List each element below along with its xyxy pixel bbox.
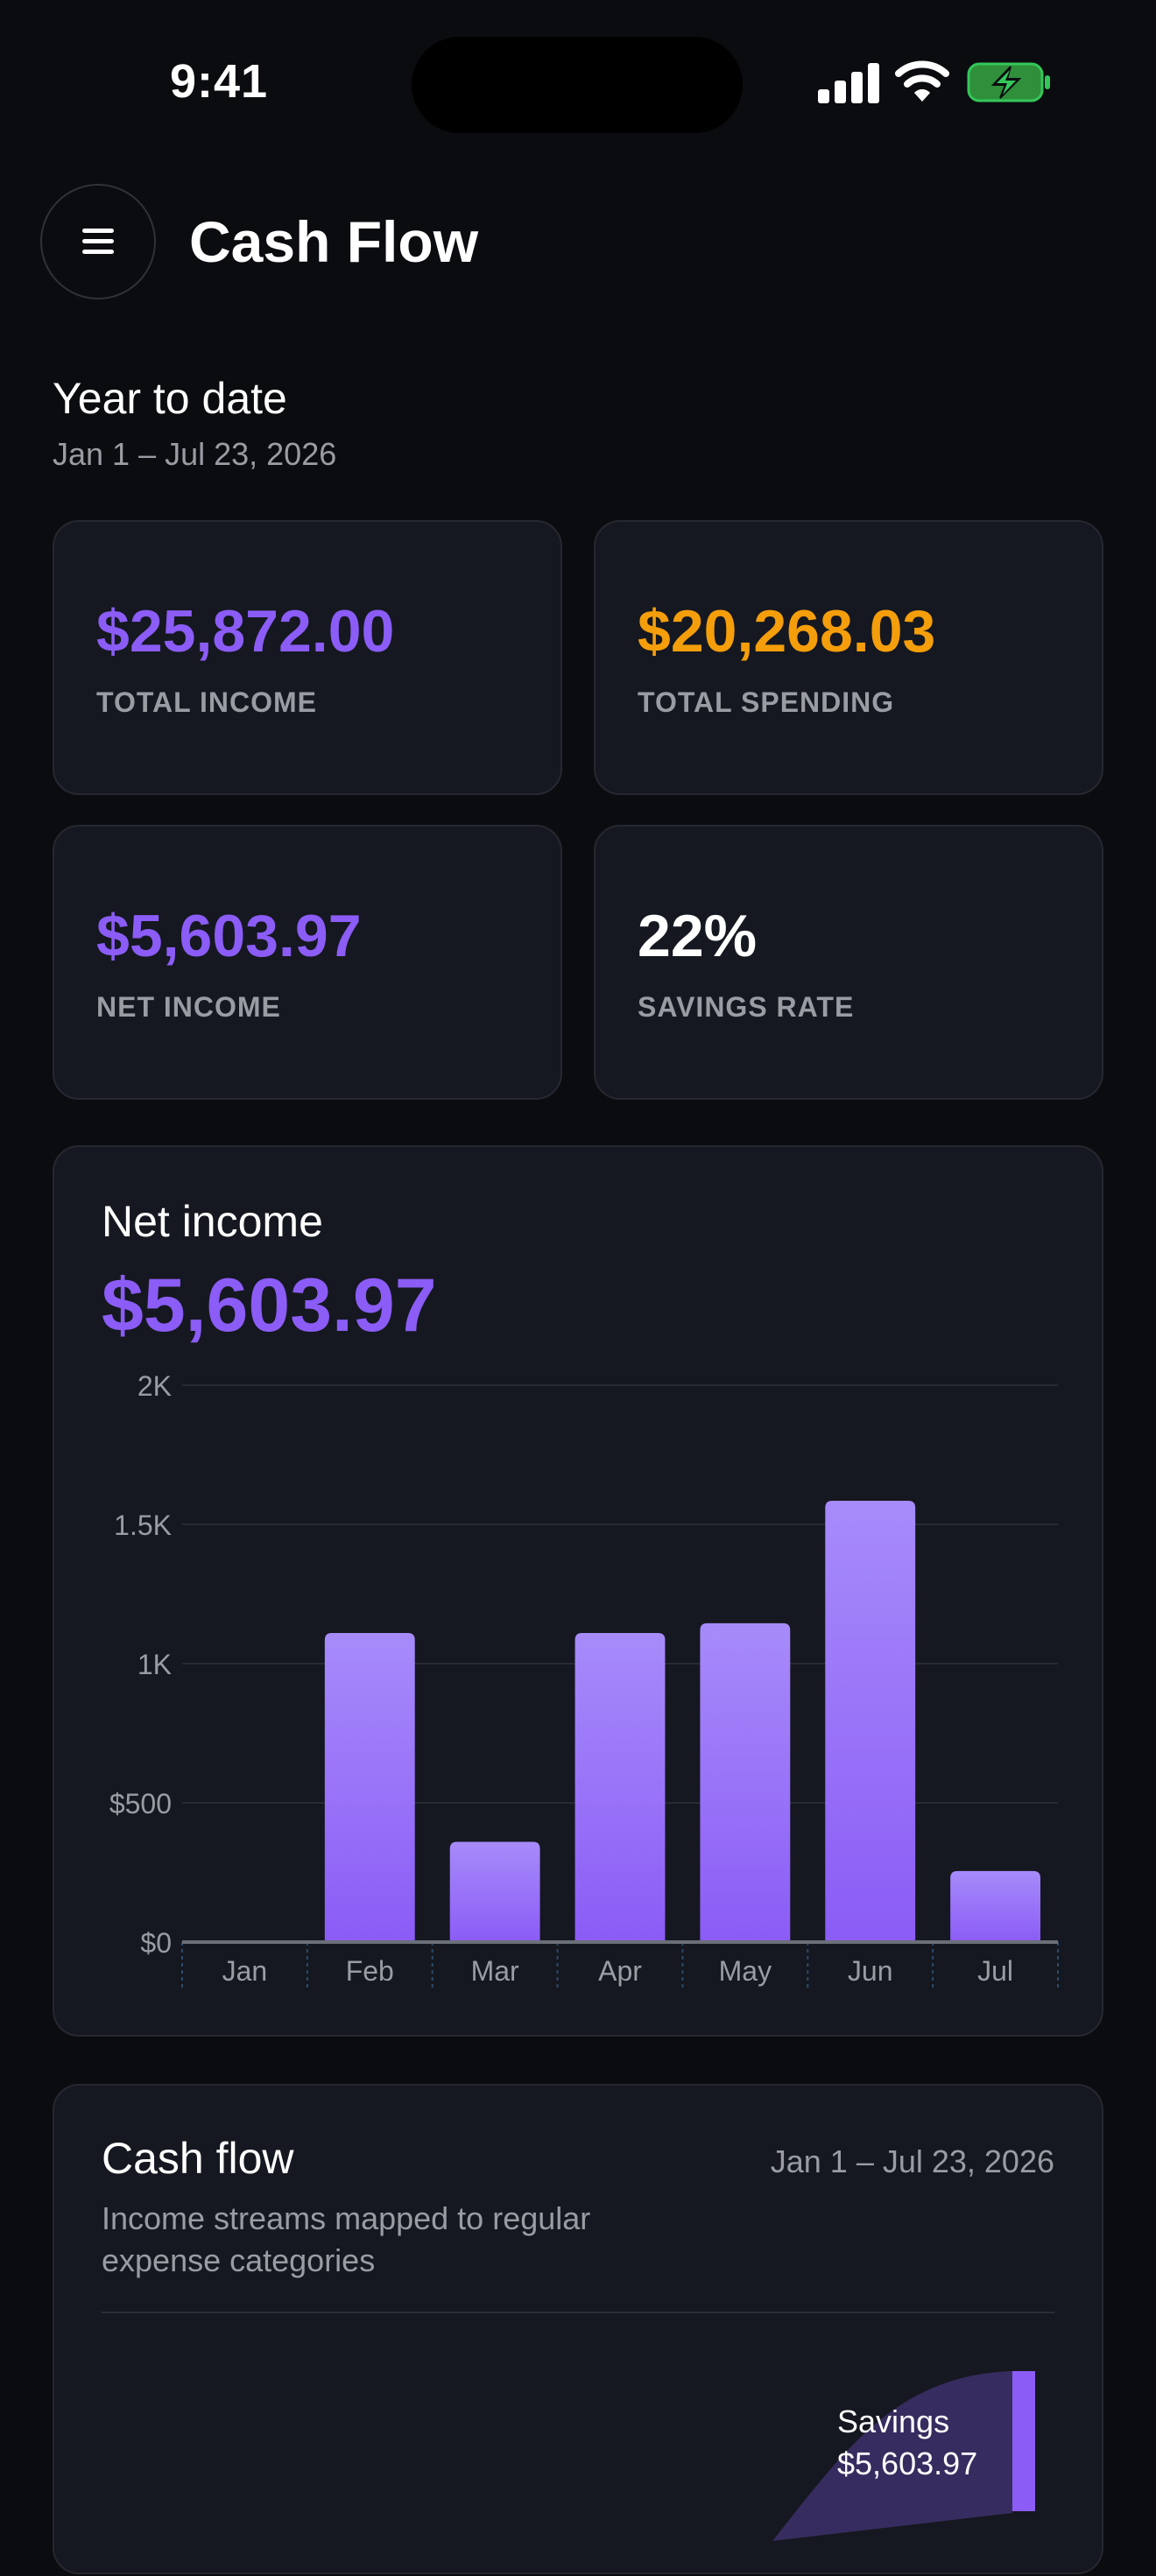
- dynamic-island: [412, 37, 743, 133]
- x-tick-label: Feb: [346, 1955, 394, 1987]
- sankey-node-name: Savings: [837, 2404, 950, 2439]
- x-tick-label: Mar: [471, 1955, 519, 1987]
- menu-button[interactable]: [40, 184, 156, 299]
- bar: [950, 1870, 1040, 1942]
- x-tick-label: Jul: [977, 1955, 1013, 1987]
- stat-label: TOTAL INCOME: [96, 686, 317, 718]
- stat-label: TOTAL SPENDING: [638, 686, 895, 718]
- stat-value: $20,268.03: [638, 598, 936, 665]
- cash-flow-title: Cash flow: [102, 2134, 294, 2183]
- bar: [449, 1841, 540, 1942]
- sankey-diagram: [772, 2371, 1035, 2541]
- cash-flow-card: Cash flow Jan 1 – Jul 23, 2026 Income st…: [53, 2084, 1103, 2574]
- y-tick-label: $500: [109, 1788, 172, 1819]
- net-income-bar-chart: $0 $500 1K 1.5K 2K Jan Feb Mar Apr May Jun Jul: [109, 1370, 1059, 1988]
- x-tick-label: May: [719, 1955, 772, 1987]
- bar: [700, 1622, 791, 1942]
- y-tick-label: 2K: [137, 1370, 172, 1402]
- y-tick-label: 1K: [137, 1649, 172, 1680]
- stat-value: 22%: [638, 903, 758, 969]
- x-tick-label: Jun: [848, 1955, 893, 1987]
- sankey-node-value: $5,603.97: [837, 2446, 978, 2481]
- sankey-flow-savings: [772, 2371, 1012, 2541]
- x-tick-label: Jan: [222, 1955, 268, 1987]
- cash-flow-date-range: Jan 1 – Jul 23, 2026: [770, 2143, 1054, 2179]
- sankey-node-savings: [1012, 2371, 1035, 2511]
- chart-total-value: $5,603.97: [102, 1263, 437, 1348]
- stat-card-savings-rate[interactable]: 22% SAVINGS RATE: [594, 825, 1103, 1100]
- net-income-chart-card: Net income $5,603.97 $0 $500 1K 1.5K 2K Jan Fe…: [53, 1145, 1103, 2037]
- stat-label: NET INCOME: [96, 991, 281, 1023]
- bar: [574, 1633, 666, 1942]
- y-tick-label: $0: [140, 1927, 172, 1959]
- stat-card-total-income[interactable]: $25,872.00 TOTAL INCOME: [53, 520, 562, 795]
- bar: [324, 1633, 415, 1942]
- wifi-icon: [895, 60, 949, 102]
- bar: [825, 1500, 916, 1942]
- stat-card-net-income[interactable]: $5,603.97 NET INCOME: [53, 825, 562, 1100]
- x-tick-label: Apr: [598, 1955, 642, 1987]
- status-time: 9:41: [170, 55, 269, 108]
- y-tick-label: 1.5K: [114, 1510, 172, 1541]
- stat-value: $5,603.97: [96, 903, 362, 969]
- sankey-node-label: Savings $5,603.97: [837, 2401, 977, 2485]
- stat-card-total-spending[interactable]: $20,268.03 TOTAL SPENDING: [594, 520, 1103, 795]
- cash-flow-subtitle: Income streams mapped to regular expense…: [102, 2200, 591, 2278]
- stat-value: $25,872.00: [96, 598, 395, 665]
- summary-title: Year to date: [53, 374, 287, 423]
- divider: [102, 2312, 1054, 2313]
- summary-date-range: Jan 1 – Jul 23, 2026: [53, 436, 337, 472]
- hamburger-menu-icon: [82, 229, 114, 255]
- page-title: Cash Flow: [189, 209, 479, 274]
- battery-charging-icon: [967, 62, 1050, 102]
- stat-label: SAVINGS RATE: [638, 991, 855, 1023]
- cellular-signal-icon: [818, 63, 879, 103]
- chart-title: Net income: [102, 1197, 323, 1246]
